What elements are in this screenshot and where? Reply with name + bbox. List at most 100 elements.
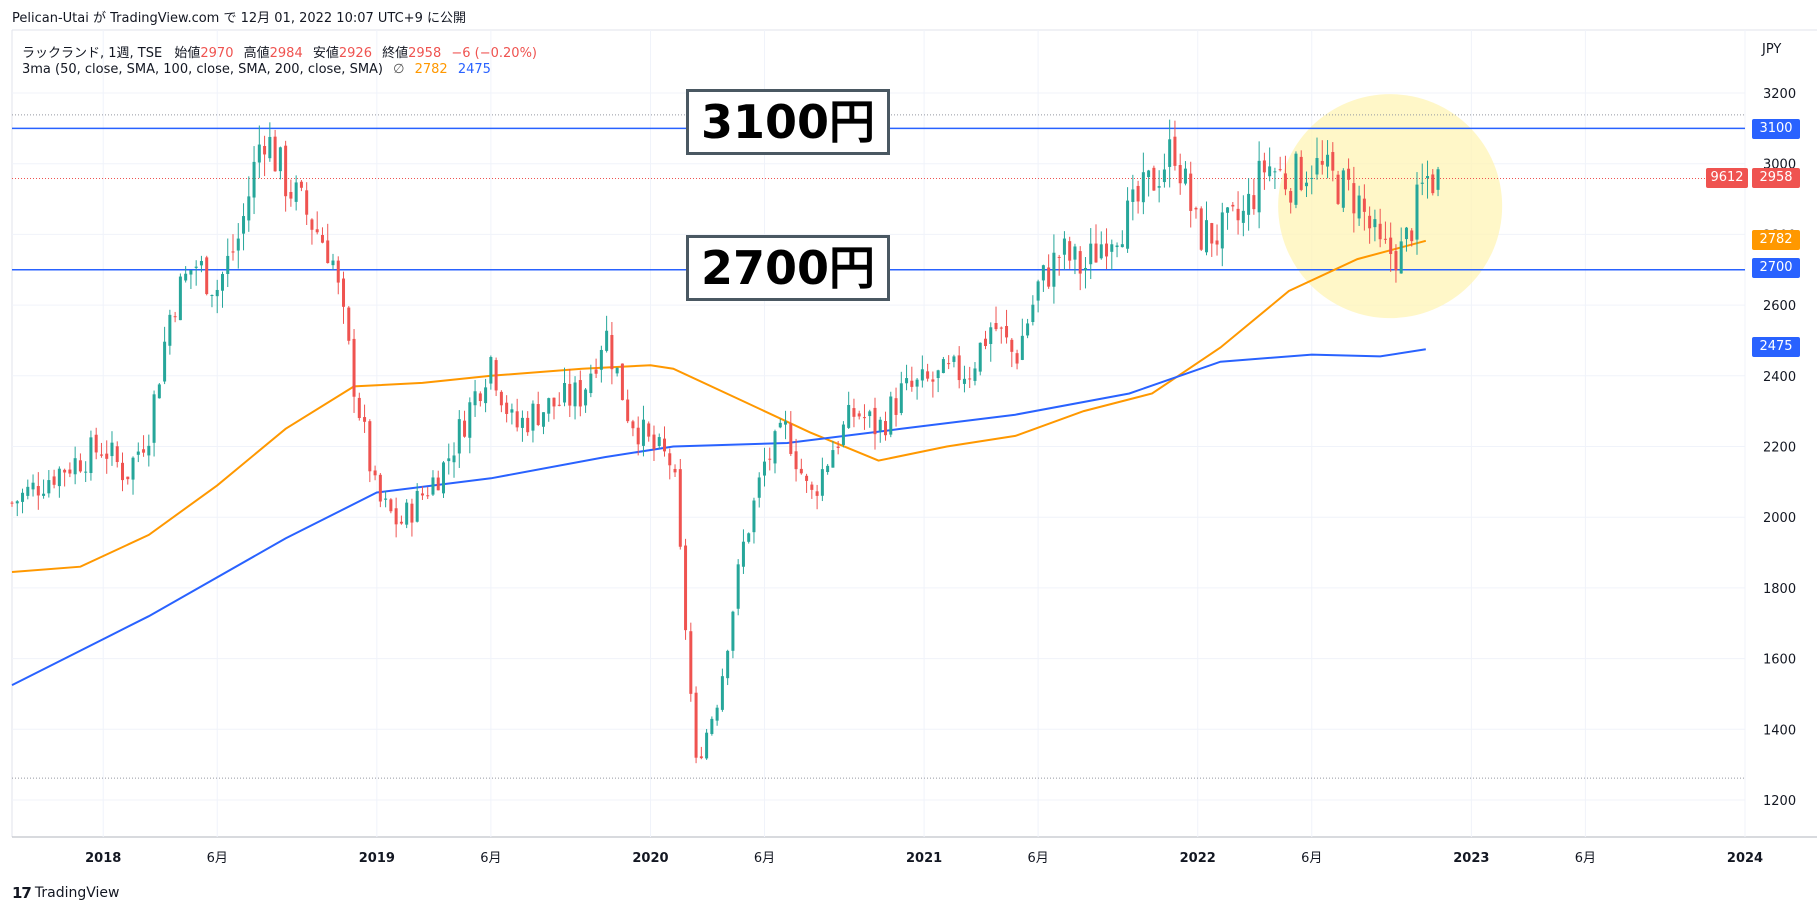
candle-body <box>884 421 888 436</box>
candle-body <box>1304 182 1308 187</box>
candle-body <box>410 503 414 523</box>
x-tick-label: 6月 <box>754 851 775 866</box>
currency-label: JPY <box>1762 42 1782 57</box>
callout-3100: 3100円 <box>686 89 891 155</box>
candle-body <box>599 349 603 370</box>
candle-body <box>1215 240 1219 245</box>
candle-body <box>873 407 877 435</box>
candle-body <box>420 493 424 496</box>
candle-body <box>1157 186 1161 188</box>
candle-body <box>431 477 435 495</box>
candle-body <box>784 421 788 425</box>
symbol-legend: ラックランド, 1週, TSE 始値2970 高値2984 安値2926 終値2… <box>22 42 543 61</box>
candle-body <box>1031 304 1035 323</box>
x-tick-label: 2019 <box>359 851 395 866</box>
candle-body <box>1436 169 1440 190</box>
candle-body <box>747 533 751 542</box>
y-tick-label: 1200 <box>1763 794 1796 809</box>
candle-body <box>484 387 488 404</box>
sma100-line <box>11 239 1427 573</box>
candle-body <box>142 449 146 453</box>
candle-body <box>589 373 593 394</box>
candle-body <box>573 382 577 407</box>
candle-body <box>131 457 135 480</box>
candle-body <box>199 260 203 266</box>
hidden-eye-icon[interactable]: ∅ <box>393 62 405 77</box>
close-value: 2958 <box>408 46 442 61</box>
candle-body <box>510 409 514 413</box>
candle-body <box>10 502 14 504</box>
candle-body <box>1257 160 1261 213</box>
candle-body <box>1099 244 1103 259</box>
volume-badge: 9612 <box>1706 168 1748 188</box>
candle-body <box>294 182 298 202</box>
candle-body <box>1005 326 1009 338</box>
candle-body <box>1078 251 1082 274</box>
candle-body <box>920 369 924 381</box>
candle-body <box>826 465 830 473</box>
candle-body <box>278 147 282 172</box>
candle-body <box>862 417 866 419</box>
candle-body <box>489 357 493 384</box>
candle-body <box>194 266 198 268</box>
candle-body <box>594 369 598 374</box>
candle-body <box>389 499 393 512</box>
candle-body <box>299 181 303 188</box>
open-label: 始値 <box>174 46 201 61</box>
candle-body <box>1262 160 1266 173</box>
candle-body <box>441 462 445 494</box>
level-3100-badge: 3100 <box>1752 119 1800 139</box>
x-tick-label: 2018 <box>85 851 121 866</box>
candle-body <box>68 469 72 474</box>
candle-body <box>1426 176 1430 179</box>
candle-body <box>310 219 314 230</box>
candle-body <box>1094 243 1098 263</box>
x-tick-label: 6月 <box>207 851 228 866</box>
y-tick-label: 1800 <box>1763 582 1796 597</box>
candle-body <box>1147 170 1151 178</box>
candle-body <box>115 446 119 463</box>
candle-body <box>1378 223 1382 240</box>
candle-body <box>1431 174 1435 194</box>
candle-body <box>1362 198 1366 212</box>
candle-body <box>1220 212 1224 249</box>
y-tick-label: 3200 <box>1763 87 1796 102</box>
candle-body <box>989 327 993 345</box>
candle-body <box>663 438 667 452</box>
candle-body <box>152 394 156 443</box>
tradingview-footer[interactable]: 17 TradingView <box>12 884 119 902</box>
candle-body <box>568 383 572 406</box>
candle-body <box>1010 339 1014 352</box>
candle-body <box>947 363 951 365</box>
candle-body <box>215 289 219 297</box>
candle-body <box>89 437 93 474</box>
candle-body <box>1015 353 1019 364</box>
candle-body <box>552 397 556 407</box>
candle-body <box>263 145 267 155</box>
candle-body <box>1020 335 1024 360</box>
candle-body <box>394 508 398 525</box>
candle-body <box>910 380 914 387</box>
candle-body <box>1026 323 1030 336</box>
candle-body <box>189 270 193 275</box>
candle-body <box>1389 237 1393 254</box>
candle-body <box>347 307 351 341</box>
candle-body <box>315 229 319 233</box>
indicator-legend[interactable]: 3ma (50, close, SMA, 100, close, SMA, 20… <box>22 62 491 77</box>
candle-body <box>678 469 682 547</box>
candle-body <box>468 402 472 438</box>
candle-body <box>1326 154 1330 167</box>
candle-body <box>447 458 451 462</box>
candle-body <box>815 491 819 496</box>
x-tick-label: 2024 <box>1727 851 1763 866</box>
candle-body <box>494 360 498 391</box>
candle-body <box>136 451 140 455</box>
x-tick-label: 6月 <box>1301 851 1322 866</box>
candle-body <box>1252 195 1256 210</box>
ma-orange-value: 2782 <box>414 62 448 77</box>
candle-body <box>831 450 835 468</box>
candle-body <box>1136 185 1140 202</box>
tradingview-brand: TradingView <box>34 885 120 901</box>
candle-body <box>1178 165 1182 184</box>
